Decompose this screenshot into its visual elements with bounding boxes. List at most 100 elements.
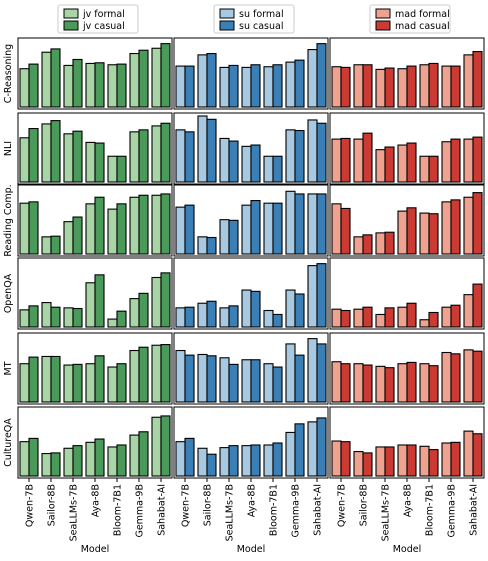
bar — [175, 129, 186, 183]
bar — [197, 54, 208, 108]
x-tick-label: Sahabat-AI — [157, 484, 168, 536]
bar — [19, 68, 30, 108]
bar — [250, 199, 261, 255]
bar — [94, 438, 105, 477]
bar — [160, 344, 171, 403]
bar — [107, 366, 118, 403]
bar — [28, 305, 39, 328]
bar — [441, 442, 452, 477]
bar — [472, 136, 483, 183]
bar — [151, 47, 162, 108]
bar — [129, 196, 140, 255]
bar — [406, 142, 417, 183]
bar — [219, 219, 230, 255]
bar — [463, 196, 474, 255]
bar — [384, 307, 395, 328]
legend-swatch — [375, 20, 391, 31]
bar — [384, 367, 395, 403]
x-axis-label: Model — [237, 544, 266, 555]
bar — [250, 290, 261, 328]
bar — [340, 137, 351, 183]
bar — [160, 193, 171, 255]
legend-entry: su casual — [239, 21, 283, 32]
bar — [294, 193, 305, 255]
bar — [241, 445, 252, 477]
bar — [184, 131, 195, 183]
bar — [316, 193, 327, 255]
bar — [85, 282, 96, 328]
x-tick-label: Gemma-9B — [291, 484, 302, 538]
bar — [50, 355, 61, 403]
x-axis-label: Model — [81, 544, 110, 555]
bar — [272, 202, 283, 255]
bar — [160, 415, 171, 477]
bar — [184, 306, 195, 328]
bar — [263, 309, 274, 328]
bar — [41, 236, 52, 255]
bar — [129, 349, 140, 403]
bar — [41, 51, 52, 108]
bar — [85, 363, 96, 403]
bar — [272, 155, 283, 183]
panel-frame — [329, 184, 485, 257]
bar — [197, 447, 208, 477]
bar — [175, 206, 186, 255]
bar — [285, 343, 296, 403]
legend-entry: jv formal — [82, 9, 125, 20]
x-tick-label: SeaLLMs-7B — [381, 484, 392, 541]
bar — [419, 212, 430, 255]
bar — [397, 210, 408, 255]
row-label: Reading Comp. — [3, 184, 14, 256]
bar — [406, 302, 417, 328]
row-label: C-Reasoning — [3, 44, 14, 103]
bar — [138, 346, 149, 403]
legend-swatch — [219, 20, 235, 31]
legend-swatch — [375, 8, 391, 19]
bar — [94, 62, 105, 108]
bar — [129, 434, 140, 477]
legend-entry: mad casual — [395, 21, 450, 32]
bar — [441, 201, 452, 255]
bar — [116, 444, 127, 477]
panel-frame — [329, 257, 485, 330]
bar — [206, 52, 217, 108]
legend-swatch — [63, 8, 79, 19]
bar — [353, 308, 364, 328]
panel-frame — [17, 112, 173, 185]
bar — [450, 138, 461, 183]
legend-swatch — [219, 8, 235, 19]
bar — [463, 294, 474, 328]
bar — [19, 441, 30, 477]
row-label: NLI — [3, 141, 14, 156]
bar — [316, 343, 327, 403]
bar — [463, 430, 474, 477]
bar — [331, 66, 342, 108]
bar — [362, 452, 373, 477]
bar — [362, 306, 373, 328]
bar — [138, 194, 149, 255]
bar — [375, 232, 386, 255]
bar — [340, 441, 351, 477]
bar — [419, 155, 430, 183]
bar — [307, 421, 318, 477]
panel-frame — [173, 332, 329, 405]
row-label: CultureQA — [3, 418, 14, 467]
bar — [397, 306, 408, 328]
bar — [94, 196, 105, 255]
bar — [331, 308, 342, 328]
bar — [72, 216, 83, 255]
bar — [63, 221, 74, 255]
bar — [241, 359, 252, 403]
bar — [50, 48, 61, 108]
bar — [72, 130, 83, 183]
bar — [307, 49, 318, 108]
bar — [85, 441, 96, 477]
bar — [331, 138, 342, 183]
bar — [375, 313, 386, 328]
bar — [41, 355, 52, 403]
bar — [397, 68, 408, 108]
panel-frame — [329, 37, 485, 110]
panel-frame — [173, 257, 329, 330]
bar — [41, 453, 52, 477]
bar — [63, 307, 74, 328]
